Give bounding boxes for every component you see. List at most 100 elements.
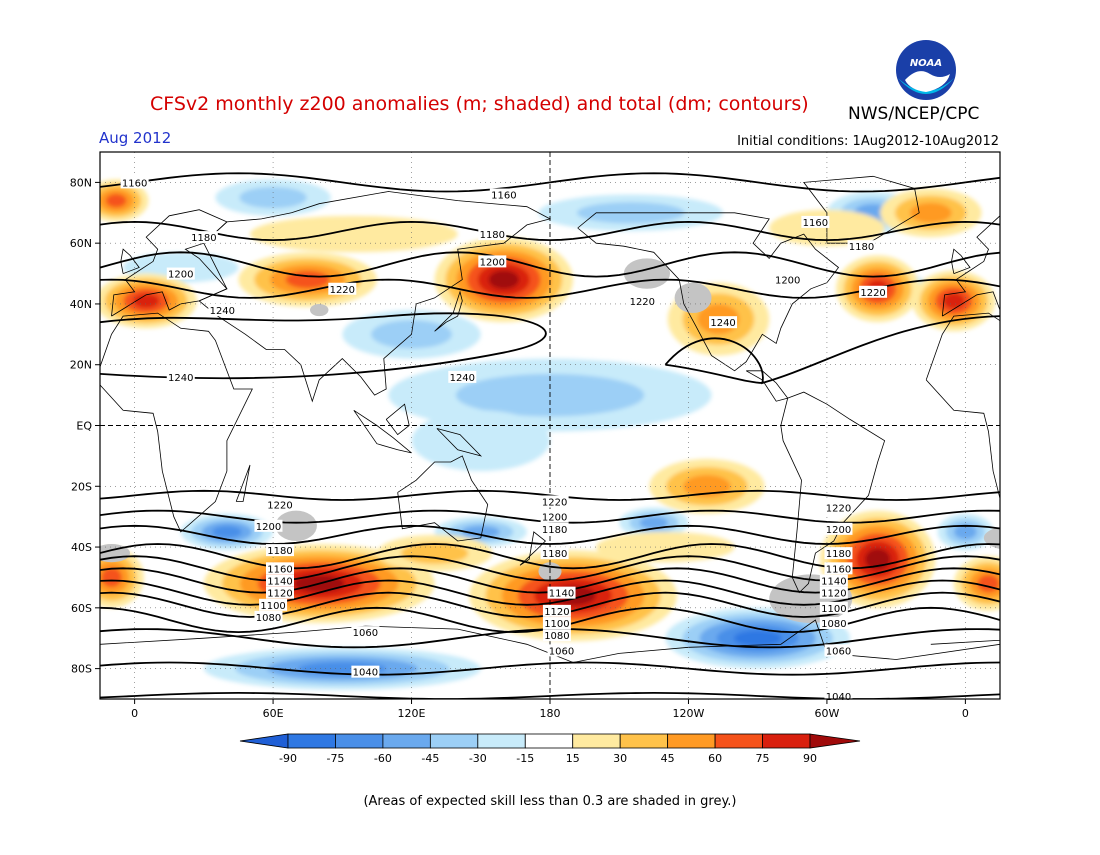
contour-label: 1040 (826, 692, 851, 703)
coastline-12 (519, 531, 547, 566)
colorbar-segment (619, 733, 669, 749)
contour-label: 1180 (267, 546, 292, 557)
colorbar-label: 90 (803, 752, 817, 765)
colorbar-right-arrow (809, 733, 861, 749)
contour-label: 1180 (542, 525, 567, 536)
contour-label: 1200 (775, 276, 800, 287)
contour-label: 1060 (353, 628, 378, 639)
lat-label: 80N (70, 176, 92, 189)
lat-label: 60S (71, 602, 92, 615)
colorbar-segment (287, 733, 336, 749)
colorbar-segment (572, 733, 621, 749)
contour-label: 1080 (821, 619, 846, 630)
coastline-wrap-1 (941, 215, 1000, 317)
contour-label: 1040 (353, 668, 378, 679)
coastline-11 (235, 464, 251, 502)
colorbar-segment (477, 733, 526, 749)
colorbar-label: -60 (374, 752, 392, 765)
contour-label: 1220 (330, 285, 355, 296)
noaa-logo: NOAA (896, 40, 956, 100)
colorbar-label: -45 (421, 752, 439, 765)
coastline-15 (436, 428, 483, 457)
coastline-10 (120, 248, 140, 274)
contour-label-bg (547, 644, 576, 657)
contour-label-bg (489, 188, 518, 201)
contour-label-bg (266, 586, 294, 599)
lon-label: 0 (962, 707, 969, 720)
contour-label: 1180 (480, 230, 505, 241)
colorbar-segment (524, 733, 574, 749)
contour-label-bg (266, 498, 294, 511)
contour-line (100, 172, 1000, 193)
contour-label-bg (628, 294, 657, 307)
height-contours (100, 172, 1000, 699)
contour-label-bg (819, 601, 848, 614)
colorbar-segment (429, 733, 479, 749)
coastline-wrap-0 (925, 312, 1000, 501)
contour-label-bg (254, 610, 283, 623)
coastline-3 (397, 455, 489, 542)
contour-label: 1160 (491, 191, 516, 202)
lon-label: 180 (540, 707, 561, 720)
coastline-14 (385, 403, 410, 436)
contour-label: 1180 (542, 549, 567, 560)
colorbar-segment (335, 733, 384, 749)
contour-label: 1200 (480, 257, 505, 268)
contour-label: 1100 (544, 619, 569, 630)
contour-label: 1200 (168, 270, 193, 281)
colorbar-label: 30 (613, 752, 627, 765)
contour-label-bg (547, 586, 576, 599)
colorbar-label: 75 (756, 752, 770, 765)
contour-label: 1220 (542, 497, 567, 508)
colorbar-segment (714, 733, 763, 749)
contour-label: 1240 (168, 373, 193, 384)
contour-label: 1240 (210, 306, 235, 317)
contour-label-bg (351, 626, 380, 639)
colorbar: -90 -75 -60 -45 -30 -15 15 30 45 60 75 90 (239, 733, 861, 765)
contour-label: 1160 (803, 218, 828, 229)
colorbar-label: 15 (566, 752, 580, 765)
contour-label: 1160 (122, 178, 147, 189)
colorbar-label: -15 (516, 752, 534, 765)
contour-label: 1060 (826, 646, 851, 657)
contour-label: 1220 (630, 297, 655, 308)
contour-label-bg (824, 644, 853, 657)
contour-line (100, 543, 1000, 570)
contour-label-bg (542, 604, 571, 617)
contour-label-bg (166, 370, 195, 383)
contour-label-bg (824, 522, 853, 535)
contour-label-bg (819, 574, 848, 587)
contour-label-bg (478, 255, 507, 268)
contour-label-bg (166, 267, 195, 280)
contour-label: 1140 (267, 576, 292, 587)
contour-label-bg (266, 574, 294, 587)
lon-label: 120E (398, 707, 426, 720)
contour-label-bg (709, 316, 738, 329)
contour-line (100, 524, 1000, 545)
lat-label: 80S (71, 663, 92, 676)
contour-label: 1180 (826, 549, 851, 560)
contour-label-bg (208, 304, 237, 317)
initial-conditions: Initial conditions: 1Aug2012-10Aug2012 (737, 134, 999, 149)
lat-label: 20S (71, 480, 92, 493)
contour-label-bg (542, 629, 571, 642)
lat-label: 20N (70, 359, 92, 372)
contour-label-bg (448, 370, 477, 383)
contour-label: 1100 (260, 601, 285, 612)
noaa-logo-text: NOAA (910, 58, 942, 69)
contour-label: 1100 (821, 604, 846, 615)
contour-label: 1080 (544, 631, 569, 642)
contour-label: 1160 (267, 564, 292, 575)
contour-line (100, 579, 1000, 606)
coastline-0 (100, 312, 253, 533)
contour-label-bg (540, 495, 569, 508)
agency-label: NWS/NCEP/CPC (848, 104, 979, 124)
contour-label-bg (328, 282, 357, 295)
lat-label: 40N (70, 298, 92, 311)
contour-label-bg (773, 273, 802, 286)
contour-label-bg (859, 285, 888, 298)
contour-label-bg (189, 231, 218, 244)
contour-label-bg (540, 522, 569, 535)
contour-label: 1120 (821, 589, 846, 600)
contour-line (100, 555, 1000, 582)
